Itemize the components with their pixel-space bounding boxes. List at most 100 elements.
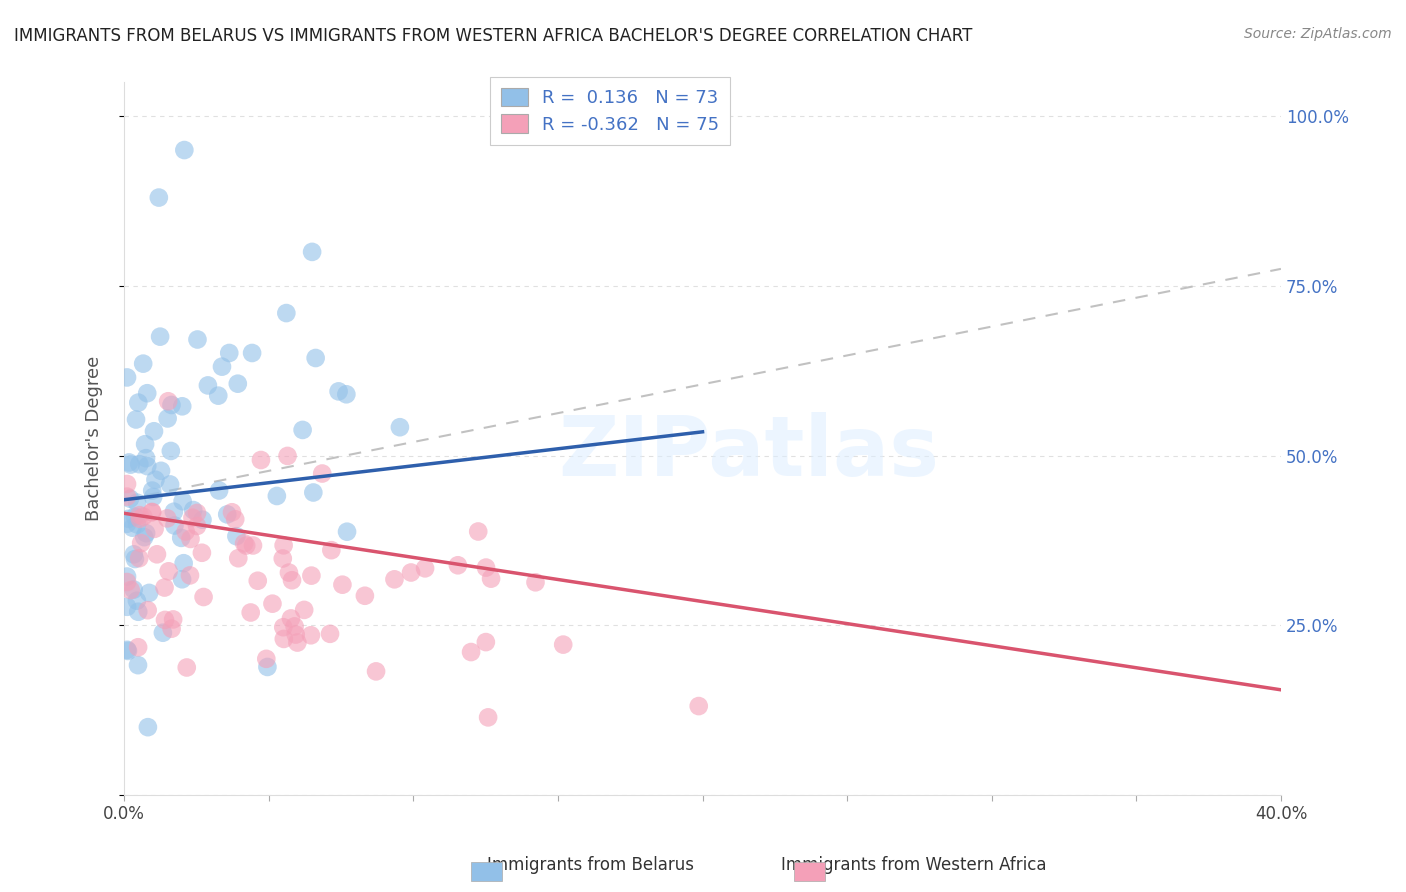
Point xyxy=(115,477,138,491)
Point xyxy=(156,411,179,425)
Point xyxy=(221,505,243,519)
Point xyxy=(479,572,502,586)
Point xyxy=(173,556,195,570)
Point xyxy=(153,581,176,595)
Point xyxy=(156,511,179,525)
Point xyxy=(321,543,343,558)
Text: Immigrants from Belarus: Immigrants from Belarus xyxy=(486,855,695,873)
Point xyxy=(143,522,166,536)
Point xyxy=(157,564,180,578)
Point xyxy=(250,453,273,467)
Point xyxy=(160,444,183,458)
Point xyxy=(127,658,149,673)
Point xyxy=(141,483,163,498)
Point xyxy=(127,640,149,655)
Point xyxy=(332,577,354,591)
Point xyxy=(172,572,194,586)
Legend: R =  0.136   N = 73, R = -0.362   N = 75: R = 0.136 N = 73, R = -0.362 N = 75 xyxy=(489,77,730,145)
Point xyxy=(145,473,167,487)
Point xyxy=(292,603,315,617)
Point xyxy=(115,569,138,583)
Point xyxy=(225,529,247,543)
Point xyxy=(266,489,288,503)
Point xyxy=(447,558,470,573)
Point xyxy=(242,539,264,553)
Text: Immigrants from Western Africa: Immigrants from Western Africa xyxy=(782,855,1046,873)
Point xyxy=(162,612,184,626)
Point xyxy=(226,551,249,566)
Point xyxy=(688,699,710,714)
Point xyxy=(124,552,146,566)
Point xyxy=(354,589,377,603)
Point xyxy=(388,420,411,434)
Point xyxy=(273,632,295,646)
Point xyxy=(284,627,307,641)
Point xyxy=(125,412,148,426)
Point xyxy=(143,424,166,438)
Point xyxy=(311,467,333,481)
Point xyxy=(467,524,489,539)
Point xyxy=(115,599,138,614)
Point xyxy=(141,505,163,519)
Point xyxy=(163,518,186,533)
Point xyxy=(129,536,152,550)
Point xyxy=(128,551,150,566)
Point xyxy=(218,346,240,360)
Point xyxy=(302,485,325,500)
Point xyxy=(336,524,359,539)
Point xyxy=(135,526,157,541)
Text: Source: ZipAtlas.com: Source: ZipAtlas.com xyxy=(1244,27,1392,41)
Y-axis label: Bachelor's Degree: Bachelor's Degree xyxy=(86,356,103,521)
Point xyxy=(319,627,342,641)
Point xyxy=(134,437,156,451)
Point xyxy=(328,384,350,399)
Point xyxy=(191,513,214,527)
Point xyxy=(193,590,215,604)
Point xyxy=(136,603,159,617)
Point xyxy=(173,143,195,157)
Point xyxy=(115,516,138,531)
Point xyxy=(224,512,246,526)
Point xyxy=(553,638,575,652)
Point xyxy=(181,503,204,517)
Point xyxy=(197,378,219,392)
Point xyxy=(138,586,160,600)
Point xyxy=(128,508,150,523)
Point xyxy=(115,574,138,589)
Point xyxy=(235,539,257,553)
Point xyxy=(118,491,141,506)
Point xyxy=(136,386,159,401)
Point xyxy=(475,560,498,574)
Point xyxy=(246,574,269,588)
Point xyxy=(174,524,197,539)
Point xyxy=(240,346,263,360)
Point xyxy=(132,357,155,371)
Point xyxy=(127,605,149,619)
Point xyxy=(146,547,169,561)
Point xyxy=(176,660,198,674)
Point xyxy=(291,423,314,437)
Point xyxy=(460,645,482,659)
Point xyxy=(335,387,357,401)
Point xyxy=(121,521,143,535)
Point xyxy=(299,568,322,582)
Point xyxy=(477,710,499,724)
Point xyxy=(122,547,145,561)
Point xyxy=(281,574,304,588)
Point xyxy=(159,477,181,491)
Point xyxy=(179,532,201,546)
Point xyxy=(399,566,422,580)
Point xyxy=(186,333,208,347)
Point xyxy=(305,351,328,365)
Point xyxy=(136,720,159,734)
Point xyxy=(160,398,183,412)
Text: ZIPatlas: ZIPatlas xyxy=(558,412,939,493)
Point xyxy=(132,509,155,524)
Point xyxy=(141,505,163,519)
Point xyxy=(207,389,229,403)
Point xyxy=(211,359,233,374)
Point xyxy=(128,457,150,471)
Point xyxy=(226,376,249,391)
Point xyxy=(160,622,183,636)
Point xyxy=(115,490,138,504)
